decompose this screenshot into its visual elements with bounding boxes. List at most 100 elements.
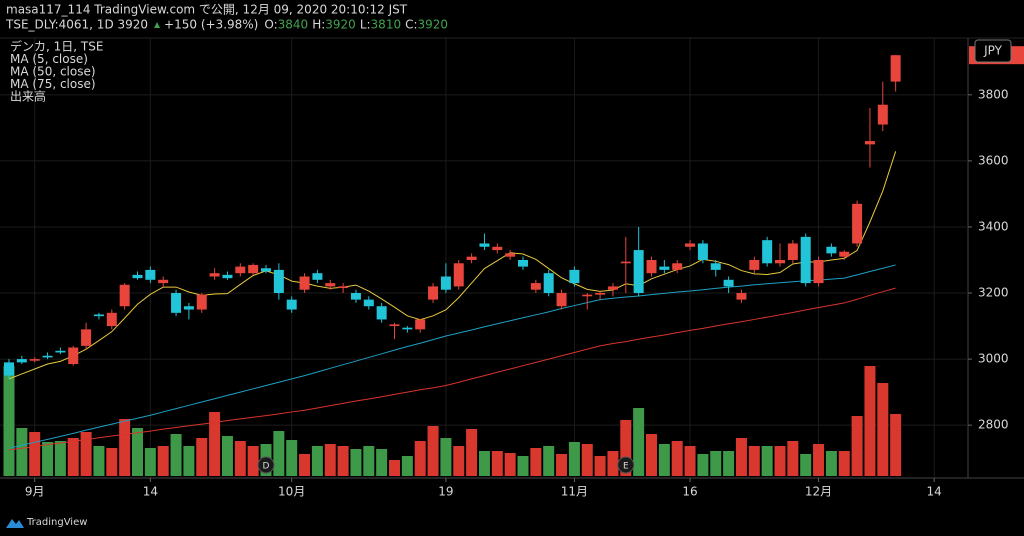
volume-bar: [697, 454, 709, 476]
candle-body: [852, 203, 863, 244]
x-tick-label: 19: [438, 485, 453, 499]
volume-bar: [234, 441, 246, 476]
volume-bar: [864, 366, 876, 476]
candle-body: [826, 246, 837, 254]
candle-body: [890, 55, 901, 82]
volume-bar: [813, 444, 825, 476]
x-tick-label: 12月: [805, 485, 832, 499]
candle-body: [556, 293, 567, 307]
candle-body: [312, 273, 323, 280]
candle-body: [171, 293, 182, 313]
volume-bar: [389, 460, 400, 476]
candle-body: [749, 259, 760, 270]
candle-body: [479, 243, 490, 247]
footer-text: TradingView: [26, 517, 87, 528]
volume-bar: [170, 434, 182, 476]
ohlc-value: 3920: [325, 18, 356, 32]
volume-bar: [273, 431, 285, 476]
candle-body: [248, 264, 259, 274]
legend-entry: デンカ, 1日, TSE: [10, 39, 103, 54]
x-tick-label: 14: [143, 485, 158, 499]
header-line1: masa117_114 TradingView.com で公開, 12月 09,…: [6, 3, 408, 17]
volume-bar: [440, 438, 452, 476]
ohlc-key: C:: [405, 18, 417, 32]
y-tick-label: 3000: [978, 352, 1009, 366]
candle-body: [55, 350, 66, 353]
candle-body: [607, 286, 618, 290]
candle-body: [196, 294, 207, 310]
candle-body: [762, 240, 773, 264]
volume-bar: [363, 446, 375, 476]
volume-bar: [29, 432, 41, 476]
candle-body: [569, 269, 580, 284]
volume-bar: [466, 429, 478, 476]
volume-bar: [42, 442, 54, 476]
candle-body: [132, 274, 143, 279]
volume-bar: [684, 446, 696, 476]
volume-bar: [581, 444, 593, 476]
volume-bar: [337, 446, 349, 476]
volume-bar: [556, 454, 568, 476]
ohlc-key: H:: [312, 18, 325, 32]
y-tick-label: 3200: [978, 286, 1009, 300]
x-tick-label: 14: [927, 485, 942, 499]
volume-bar: [183, 446, 195, 476]
volume-bar: [504, 453, 516, 476]
y-tick-label: 2800: [978, 418, 1009, 432]
candle-body: [325, 283, 336, 287]
volume-bar: [774, 446, 786, 476]
candle-body: [595, 293, 606, 295]
volume-bar: [54, 441, 66, 476]
volume-bar: [299, 454, 311, 476]
volume-bar: [620, 420, 632, 476]
volume-bar: [16, 428, 28, 476]
candle-body: [338, 286, 349, 289]
candle-body: [543, 273, 554, 294]
volume-bar: [247, 446, 259, 476]
x-tick-label: 9月: [25, 485, 45, 499]
volume-bar: [491, 451, 503, 476]
volume-bar: [748, 446, 760, 476]
volume-bar: [530, 448, 542, 476]
candle-body: [736, 293, 747, 300]
volume-bar: [453, 446, 465, 476]
candle-body: [286, 299, 297, 310]
candle-body: [183, 306, 194, 310]
candle-body: [582, 294, 593, 297]
ohlc-value: 3840: [278, 18, 309, 32]
volume-bar: [144, 448, 156, 476]
volume-bar: [890, 414, 902, 476]
y-tick-label: 3400: [978, 219, 1009, 233]
ma-line: [8, 264, 896, 449]
x-tick-label: 16: [682, 485, 697, 499]
ohlc-key: O:: [264, 18, 277, 32]
candle-body: [350, 293, 361, 300]
legend-entry: MA (50, close): [10, 65, 96, 79]
volume-bar: [517, 456, 529, 476]
volume-bar: [658, 444, 670, 476]
volume-bar: [671, 441, 683, 476]
candle-body: [16, 359, 27, 363]
y-tick-label: 3800: [978, 87, 1009, 101]
candle-body: [839, 251, 850, 257]
candle-body: [68, 347, 79, 365]
volume-bar: [427, 426, 439, 476]
volume-bar: [825, 451, 837, 476]
candle-body: [81, 329, 92, 346]
volume-bar: [414, 441, 426, 476]
volume-bar: [311, 446, 323, 476]
candle-body: [864, 141, 875, 145]
change-arrow: [154, 22, 161, 28]
legend-entry: 出来高: [10, 89, 46, 104]
volume-bar: [761, 446, 773, 476]
volume-bar: [80, 432, 92, 476]
candle-body: [530, 283, 541, 290]
volume-bar: [376, 449, 388, 476]
volume-bar: [800, 454, 812, 476]
candle-body: [261, 268, 271, 272]
header-change: +150 (+3.98%): [164, 18, 258, 32]
volume-bar: [209, 412, 221, 476]
volume-bar: [594, 456, 606, 476]
candle-body: [723, 279, 734, 287]
candle-body: [145, 269, 156, 280]
